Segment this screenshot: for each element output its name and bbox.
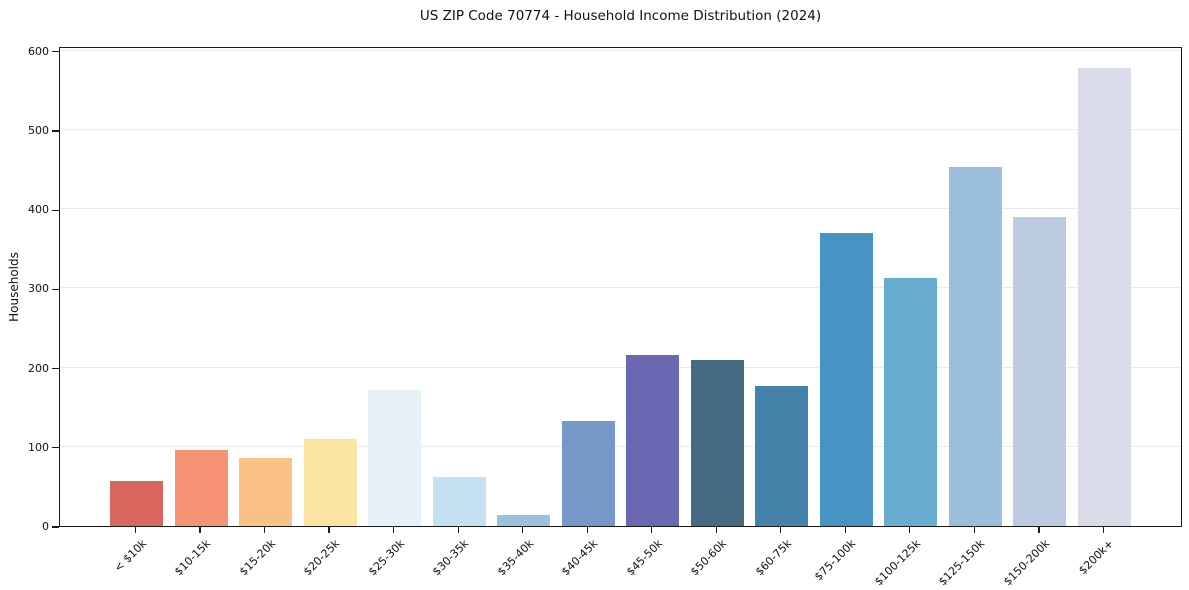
x-tick-mark-14 bbox=[1038, 527, 1040, 533]
x-tick-mark-0 bbox=[134, 527, 137, 533]
gridline-y-300 bbox=[60, 287, 1181, 289]
bar-125-150k bbox=[948, 167, 1002, 526]
bar-75-100k bbox=[819, 232, 873, 526]
x-tick-mark-11 bbox=[844, 527, 846, 533]
x-tick-mark-15 bbox=[1102, 527, 1105, 533]
x-tick-label-13: $125-150k bbox=[936, 537, 988, 589]
bar-30-35k bbox=[432, 476, 486, 526]
plot-area bbox=[59, 47, 1182, 527]
bar-35-40k bbox=[497, 514, 551, 526]
x-tick-mark-9 bbox=[715, 527, 717, 533]
x-tick-label-11: $75-100k bbox=[812, 537, 859, 584]
x-tick-mark-7 bbox=[586, 527, 588, 533]
y-tick-label-100: 100 bbox=[28, 440, 49, 454]
bar-100-125k bbox=[884, 278, 938, 526]
bar-150-200k bbox=[1013, 217, 1067, 526]
x-tick-label-9: $50-60k bbox=[688, 537, 730, 579]
y-tick-label-400: 400 bbox=[28, 203, 49, 217]
y-tick-label-0: 0 bbox=[42, 520, 49, 533]
x-tick-mark-1 bbox=[199, 527, 201, 533]
x-tick-label-7: $40-45k bbox=[559, 537, 601, 579]
y-tick-label-300: 300 bbox=[28, 282, 49, 296]
bar-200k bbox=[1077, 68, 1131, 526]
bar-45-50k bbox=[626, 354, 680, 526]
y-tick-mark-100 bbox=[52, 447, 59, 449]
bar-60-75k bbox=[755, 385, 809, 526]
chart-title: US ZIP Code 70774 - Household Income Dis… bbox=[419, 8, 822, 24]
y-tick-mark-0 bbox=[52, 526, 59, 528]
x-tick-label-4: $25-30k bbox=[365, 537, 407, 579]
x-tick-label-3: $20-25k bbox=[301, 537, 343, 579]
y-tick-mark-300 bbox=[52, 288, 59, 290]
gridline-y-500 bbox=[60, 128, 1181, 130]
x-tick-label-1: $10-15k bbox=[171, 537, 214, 579]
y-tick-label-500: 500 bbox=[28, 123, 49, 137]
x-tick-mark-13 bbox=[973, 527, 975, 533]
x-tick-mark-2 bbox=[263, 527, 266, 533]
x-tick-label-6: $35-40k bbox=[494, 537, 536, 579]
x-tick-mark-6 bbox=[522, 527, 524, 533]
gridline-y-400 bbox=[60, 208, 1181, 210]
x-tick-label-15: $200k+ bbox=[1076, 537, 1117, 578]
x-tick-label-10: $60-75k bbox=[752, 537, 794, 579]
y-tick-mark-600 bbox=[52, 51, 59, 53]
x-tick-mark-8 bbox=[651, 527, 653, 533]
x-tick-label-5: $30-35k bbox=[430, 537, 472, 579]
y-tick-mark-500 bbox=[52, 130, 59, 132]
gridline-y-100 bbox=[60, 445, 1181, 447]
bar-15-20k bbox=[239, 457, 293, 526]
gridline-y-200 bbox=[60, 366, 1181, 368]
y-tick-label-200: 200 bbox=[28, 361, 49, 375]
x-tick-label-0: < $10k bbox=[111, 537, 149, 575]
y-tick-label-600: 600 bbox=[28, 44, 49, 58]
x-tick-mark-4 bbox=[393, 527, 395, 533]
x-tick-label-14: $150-200k bbox=[1000, 537, 1053, 589]
x-tick-label-2: $15-20k bbox=[236, 537, 278, 579]
x-tick-label-12: $100-125k bbox=[871, 537, 924, 589]
x-tick-label-8: $45-50k bbox=[623, 537, 665, 579]
gridline-y-600 bbox=[60, 49, 1181, 51]
bar-25-30k bbox=[368, 389, 422, 526]
bar-10k bbox=[110, 480, 163, 526]
bar-50-60k bbox=[690, 359, 744, 526]
y-tick-mark-400 bbox=[52, 209, 59, 211]
x-tick-mark-12 bbox=[909, 527, 911, 533]
bar-10-15k bbox=[174, 449, 228, 526]
y-tick-mark-200 bbox=[52, 367, 59, 370]
x-tick-mark-10 bbox=[780, 527, 782, 533]
bar-40-45k bbox=[561, 421, 615, 526]
bar-20-25k bbox=[303, 438, 357, 526]
x-tick-mark-3 bbox=[328, 527, 330, 533]
x-tick-mark-5 bbox=[457, 527, 459, 533]
